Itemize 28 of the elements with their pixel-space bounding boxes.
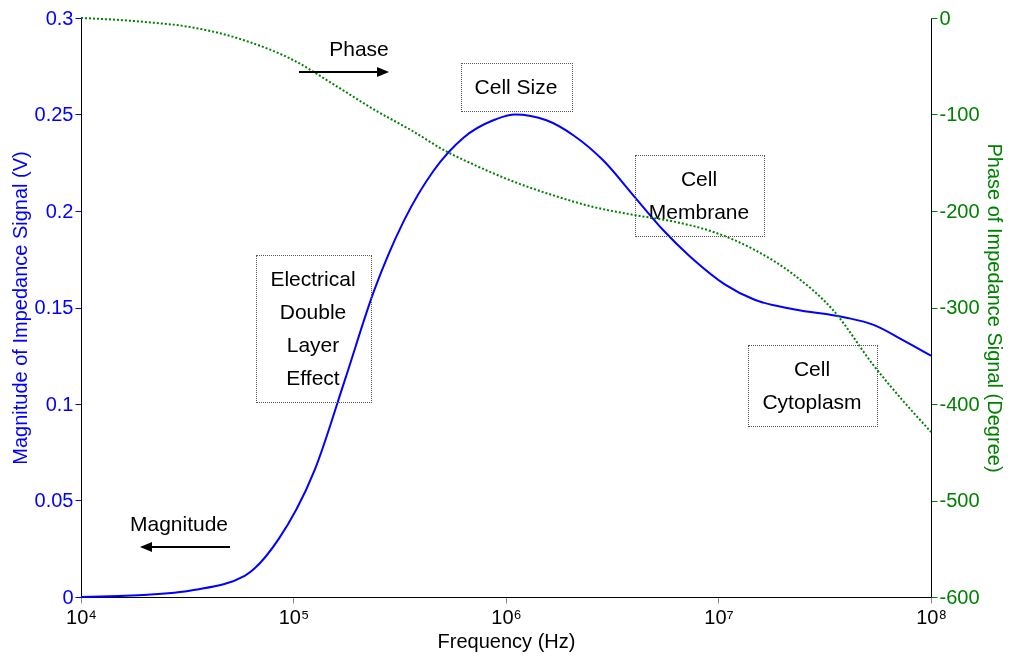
y-tick-label: 0.25 bbox=[34, 103, 74, 125]
annotation: Magnitude bbox=[129, 512, 229, 535]
y-tick-label: 0.15 bbox=[34, 296, 74, 318]
annotation: Cell Cytoplasm bbox=[762, 357, 862, 413]
y-tick-label: 0.05 bbox=[34, 489, 74, 511]
annotation: Phase bbox=[329, 37, 389, 60]
y2-tick-label: 0 bbox=[939, 6, 951, 29]
y2-tick-label: -400 bbox=[939, 392, 980, 415]
annotation: Cell Size bbox=[474, 75, 558, 98]
y2-tick-label: -300 bbox=[939, 296, 980, 318]
y2-tick-label: -500 bbox=[939, 489, 980, 511]
y-tick-label: 0.2 bbox=[45, 199, 74, 222]
x-tick-label: 10⁵ bbox=[278, 605, 310, 628]
y2-tick-label: -200 bbox=[939, 199, 980, 222]
x-axis-title: Frequency (Hz) bbox=[437, 629, 576, 652]
x-tick-label: 10⁶ bbox=[491, 605, 522, 628]
y-tick-label: 0.1 bbox=[45, 392, 74, 415]
y-axis-title: Magnitude of Impedance Signal (V) bbox=[8, 151, 31, 465]
x-tick-label: 10⁸ bbox=[916, 605, 947, 628]
annotation: Cell Membrane bbox=[648, 167, 750, 223]
annotation: Electrical Double Layer Effect bbox=[270, 267, 356, 389]
y-tick-label: 0.3 bbox=[45, 6, 74, 29]
x-tick-label: 10⁷ bbox=[704, 605, 734, 628]
y2-axis-title: Phase of Impedance Signal (Degree) bbox=[983, 143, 1006, 473]
y2-tick-label: -600 bbox=[939, 585, 980, 608]
y2-tick-label: -100 bbox=[939, 103, 980, 125]
y-tick-label: 0 bbox=[62, 585, 74, 608]
x-tick-label: 10⁴ bbox=[66, 605, 97, 628]
